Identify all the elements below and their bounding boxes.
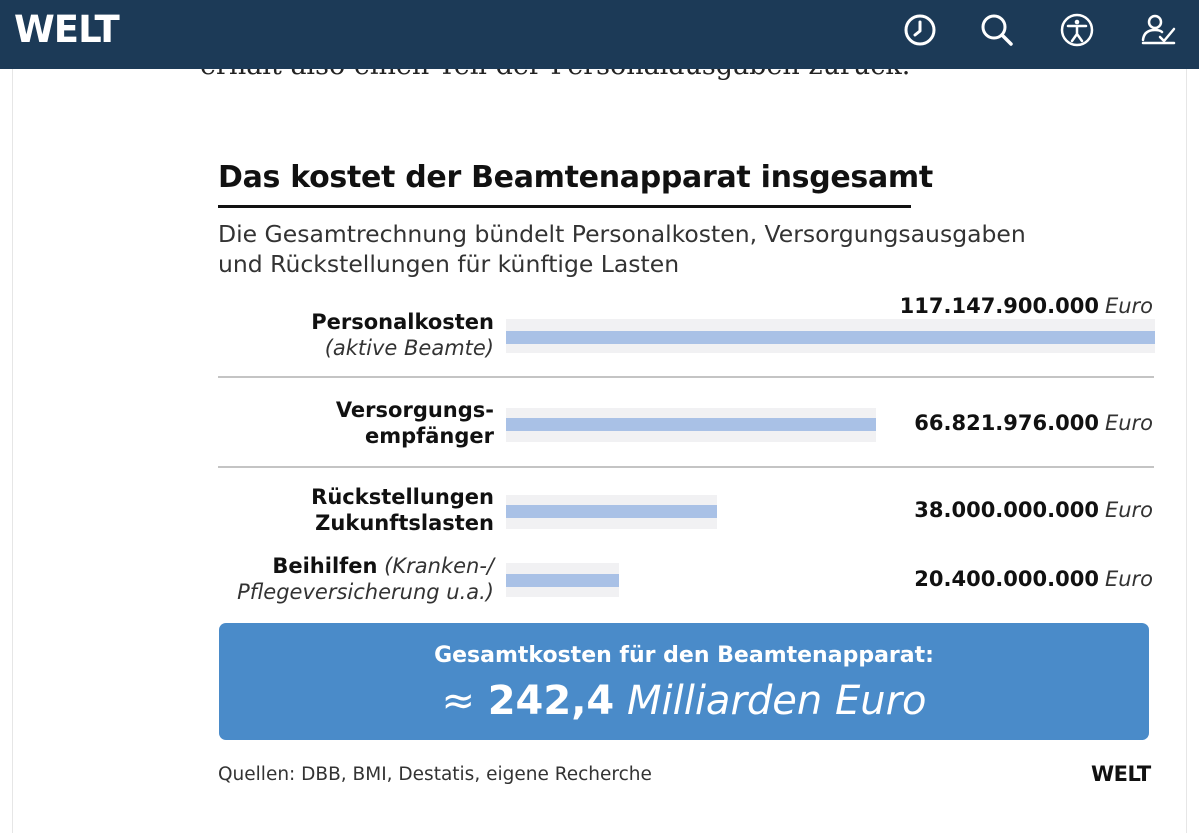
value-personalkosten: 117.147.900.000 Euro bbox=[900, 294, 1153, 318]
row-label-beihilfen: Beihilfen (Kranken-/ Pflegeversicherung … bbox=[237, 553, 494, 605]
total-value: ≈ 242,4 Milliarden Euro bbox=[219, 678, 1149, 724]
page-gutter-right bbox=[1186, 69, 1199, 833]
total-number: 242,4 bbox=[487, 678, 615, 724]
value-unit: Euro bbox=[1104, 567, 1153, 591]
row-label-personalkosten: Personalkosten (aktive Beamte) bbox=[311, 309, 494, 361]
bar-versorgungsempfaenger bbox=[506, 418, 876, 431]
row-label-main: Beihilfen bbox=[272, 554, 378, 578]
row-label-note: (aktive Beamte) bbox=[324, 336, 494, 360]
bar-personalkosten bbox=[506, 331, 1155, 344]
row-label-main-line-2: empfänger bbox=[364, 424, 494, 448]
signature-icon[interactable] bbox=[1138, 10, 1178, 50]
welt-brand-mark: WELT bbox=[1091, 762, 1151, 786]
page-gutter-left bbox=[0, 69, 13, 833]
chart-source: Quellen: DBB, BMI, Destatis, eigene Rech… bbox=[218, 764, 652, 785]
value-unit: Euro bbox=[1104, 411, 1153, 435]
row-label-main: Versorgungs- bbox=[335, 398, 494, 422]
chart-title: Das kostet der Beamtenapparat insgesamt bbox=[218, 160, 933, 195]
value-unit: Euro bbox=[1104, 498, 1153, 522]
value-number: 66.821.976.000 bbox=[914, 411, 1099, 435]
search-icon[interactable] bbox=[977, 10, 1017, 50]
row-label-note-line-2: Pflegeversicherung u.a.) bbox=[237, 580, 494, 604]
value-rueckstellungen: 38.000.000.000 Euro bbox=[914, 498, 1153, 522]
chart-subtitle-line-2: und Rückstellungen für künftige Lasten bbox=[218, 250, 680, 278]
row-label-main-line-2: Zukunftslasten bbox=[315, 511, 494, 535]
row-separator bbox=[218, 376, 1154, 378]
row-label-note: (Kranken-/ bbox=[384, 554, 494, 578]
value-number: 117.147.900.000 bbox=[899, 294, 1099, 318]
value-number: 38.000.000.000 bbox=[914, 498, 1099, 522]
clock-icon[interactable] bbox=[900, 10, 940, 50]
value-beihilfen: 20.400.000.000 Euro bbox=[914, 567, 1153, 591]
chart-subtitle: Die Gesamtrechnung bündelt Personalkoste… bbox=[218, 219, 1118, 279]
welt-logo[interactable]: WELT bbox=[14, 8, 120, 51]
total-summary-box: Gesamtkosten für den Beamtenapparat: ≈ 2… bbox=[219, 623, 1149, 740]
bar-beihilfen bbox=[506, 574, 619, 587]
value-unit: Euro bbox=[1104, 294, 1153, 318]
row-label-main: Rückstellungen bbox=[311, 485, 494, 509]
value-number: 20.400.000.000 bbox=[914, 567, 1099, 591]
top-navigation-bar: WELT bbox=[0, 0, 1199, 69]
total-label: Gesamtkosten für den Beamtenapparat: bbox=[434, 643, 934, 668]
total-unit: Milliarden Euro bbox=[626, 678, 927, 724]
bar-rueckstellungen bbox=[506, 505, 717, 518]
accessibility-icon[interactable] bbox=[1057, 10, 1097, 50]
value-versorgungsempfaenger: 66.821.976.000 Euro bbox=[914, 411, 1153, 435]
row-label-versorgungsempfaenger: Versorgungs- empfänger bbox=[336, 397, 494, 449]
chart-subtitle-line-1: Die Gesamtrechnung bündelt Personalkoste… bbox=[218, 220, 1026, 248]
row-label-rueckstellungen: Rückstellungen Zukunftslasten bbox=[311, 484, 494, 536]
chart-title-underline bbox=[218, 205, 911, 208]
row-label-main: Personalkosten bbox=[311, 310, 494, 334]
total-approx-sign: ≈ bbox=[441, 678, 475, 724]
row-separator bbox=[218, 466, 1154, 468]
